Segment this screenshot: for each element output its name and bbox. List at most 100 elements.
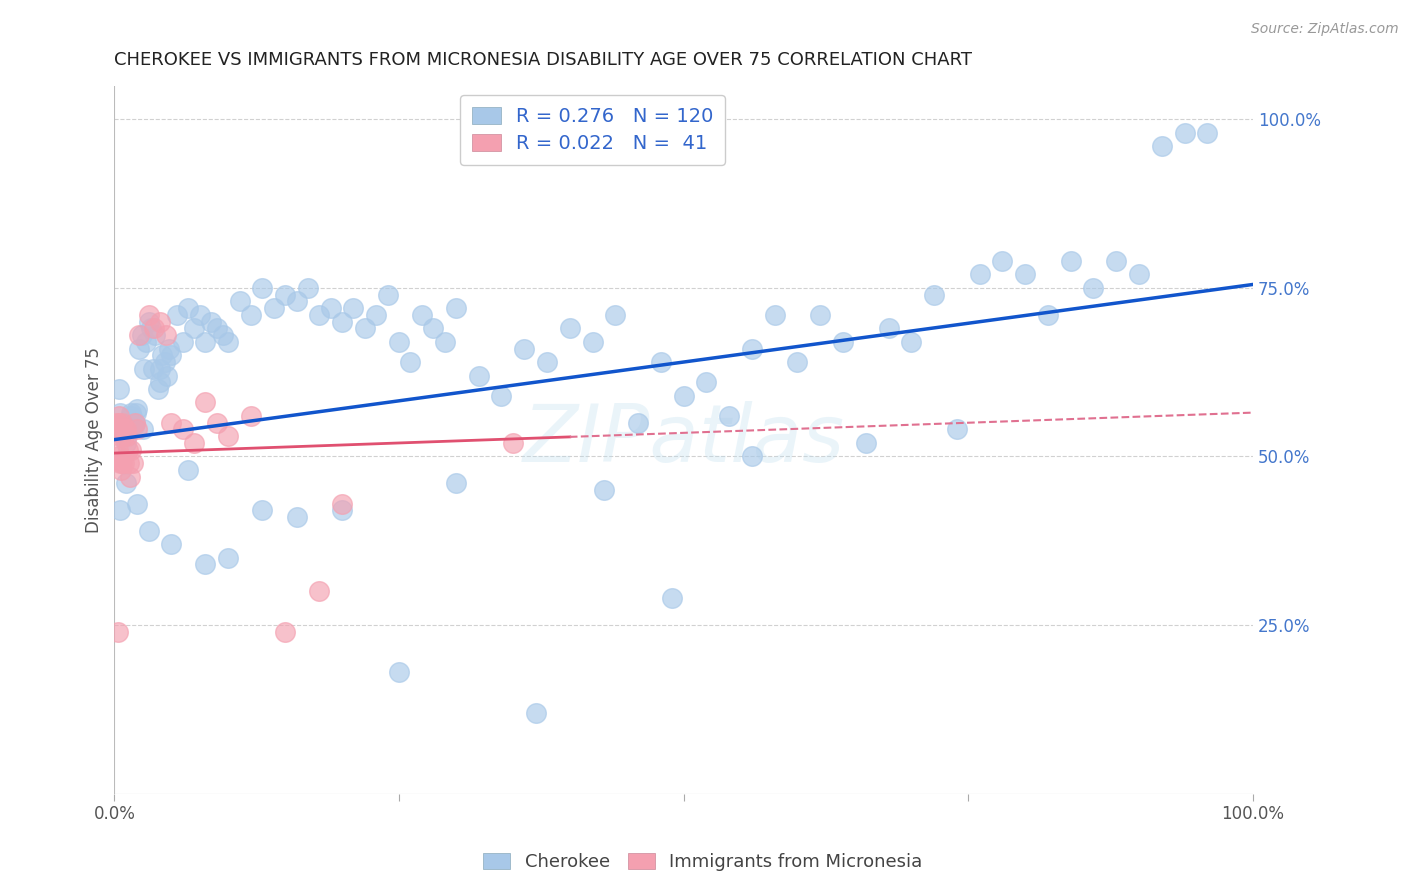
Point [131, 328, 153, 343]
Point [172, 422, 194, 436]
Point [1173, 126, 1195, 140]
Point [153, 355, 176, 369]
Point [145, 328, 167, 343]
Point [217, 334, 239, 349]
Point [900, 334, 922, 349]
Point [285, 294, 308, 309]
Point [200, 315, 222, 329]
Point [108, 503, 131, 517]
Point [855, 436, 877, 450]
Point [513, 342, 536, 356]
Point [156, 368, 179, 383]
Point [121, 442, 143, 457]
Point [377, 287, 399, 301]
Point [605, 308, 627, 322]
Point [1197, 126, 1219, 140]
Point [319, 301, 342, 315]
Point [672, 389, 695, 403]
Point [107, 624, 129, 639]
Point [150, 348, 173, 362]
Point [183, 436, 205, 450]
Point [786, 355, 808, 369]
Point [188, 308, 211, 322]
Point [166, 308, 188, 322]
Point [138, 524, 160, 538]
Point [217, 550, 239, 565]
Point [132, 422, 155, 436]
Point [502, 436, 524, 450]
Point [263, 301, 285, 315]
Point [297, 281, 319, 295]
Point [330, 503, 353, 517]
Point [285, 510, 308, 524]
Point [366, 308, 388, 322]
Point [112, 429, 135, 443]
Point [252, 281, 274, 295]
Point [128, 328, 150, 343]
Point [135, 334, 157, 349]
Point [411, 308, 433, 322]
Point [524, 706, 547, 720]
Point [115, 419, 138, 434]
Point [1036, 308, 1059, 322]
Point [108, 406, 131, 420]
Point [121, 419, 143, 434]
Point [139, 321, 162, 335]
Point [205, 416, 228, 430]
Point [110, 463, 132, 477]
Point [330, 497, 353, 511]
Point [593, 483, 616, 498]
Point [111, 456, 134, 470]
Point [121, 412, 143, 426]
Point [125, 406, 148, 420]
Point [308, 584, 330, 599]
Point [558, 321, 581, 335]
Point [228, 294, 250, 309]
Point [217, 429, 239, 443]
Point [107, 419, 129, 434]
Point [877, 321, 900, 335]
Text: Source: ZipAtlas.com: Source: ZipAtlas.com [1251, 22, 1399, 37]
Point [160, 537, 183, 551]
Point [104, 422, 127, 436]
Point [627, 416, 650, 430]
Point [127, 497, 149, 511]
Point [121, 409, 143, 423]
Point [108, 382, 131, 396]
Point [124, 416, 146, 430]
Point [143, 321, 166, 335]
Point [467, 368, 489, 383]
Point [741, 342, 763, 356]
Point [211, 328, 233, 343]
Point [120, 419, 142, 434]
Point [183, 321, 205, 335]
Point [536, 355, 558, 369]
Point [240, 409, 263, 423]
Point [138, 308, 160, 322]
Point [110, 419, 132, 434]
Point [127, 422, 149, 436]
Point [108, 429, 131, 443]
Point [117, 442, 139, 457]
Point [205, 321, 228, 335]
Point [946, 422, 969, 436]
Point [155, 328, 177, 343]
Point [132, 361, 155, 376]
Point [112, 419, 135, 434]
Point [114, 422, 136, 436]
Point [1105, 253, 1128, 268]
Point [124, 416, 146, 430]
Point [274, 624, 297, 639]
Point [274, 287, 297, 301]
Point [388, 334, 411, 349]
Point [354, 321, 377, 335]
Point [114, 476, 136, 491]
Point [111, 419, 134, 434]
Point [741, 450, 763, 464]
Point [122, 419, 145, 434]
Y-axis label: Disability Age Over 75: Disability Age Over 75 [86, 347, 103, 533]
Point [1128, 268, 1150, 282]
Point [172, 334, 194, 349]
Point [138, 315, 160, 329]
Point [342, 301, 364, 315]
